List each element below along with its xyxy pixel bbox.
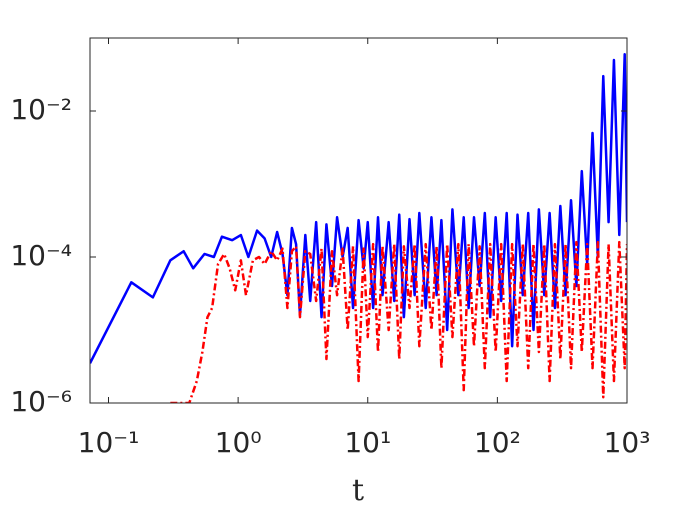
y-tick-label: 10⁻⁴	[10, 239, 72, 272]
x-tick-label: 10¹	[344, 426, 391, 459]
x-tick-label: 10³	[604, 426, 651, 459]
x-tick-label: 10⁰	[215, 426, 262, 459]
y-tick-label: 10⁻²	[10, 93, 72, 126]
x-axis-label: t	[352, 473, 364, 508]
y-tick-label: 10⁻⁶	[10, 385, 72, 418]
lines	[90, 52, 627, 403]
x-tick-label: 10⁻¹	[78, 426, 140, 459]
series-line	[170, 240, 627, 403]
axes-box	[89, 37, 628, 404]
x-tick-label: 10²	[474, 426, 521, 459]
